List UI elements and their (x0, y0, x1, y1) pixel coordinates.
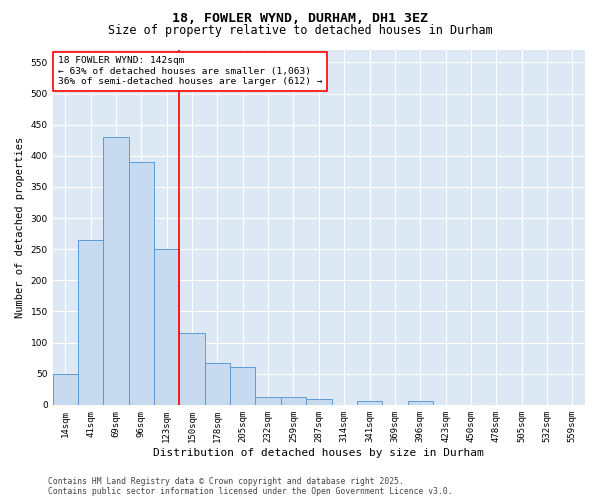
Bar (78, 240, 103, 405)
Text: 18, FOWLER WYND, DURHAM, DH1 3EZ: 18, FOWLER WYND, DURHAM, DH1 3EZ (172, 12, 428, 26)
Bar (179, 333, 205, 405)
X-axis label: Distribution of detached houses by size in Durham: Distribution of detached houses by size … (154, 448, 484, 458)
Bar (256, 398, 281, 405)
Bar (306, 398, 332, 405)
Text: 18 FOWLER WYND: 142sqm
← 63% of detached houses are smaller (1,063)
36% of semi-: 18 FOWLER WYND: 142sqm ← 63% of detached… (58, 56, 322, 86)
Bar (205, 362, 230, 405)
Text: Size of property relative to detached houses in Durham: Size of property relative to detached ho… (107, 24, 493, 37)
Text: Contains HM Land Registry data © Crown copyright and database right 2025.
Contai: Contains HM Land Registry data © Crown c… (48, 476, 452, 496)
Bar (154, 249, 179, 405)
Bar (357, 401, 382, 405)
Bar (103, 137, 129, 405)
Bar (407, 401, 433, 405)
Y-axis label: Number of detached properties: Number of detached properties (15, 137, 25, 318)
Bar (281, 398, 306, 405)
Bar (53, 374, 78, 405)
Bar (230, 368, 256, 405)
Bar (129, 162, 154, 405)
